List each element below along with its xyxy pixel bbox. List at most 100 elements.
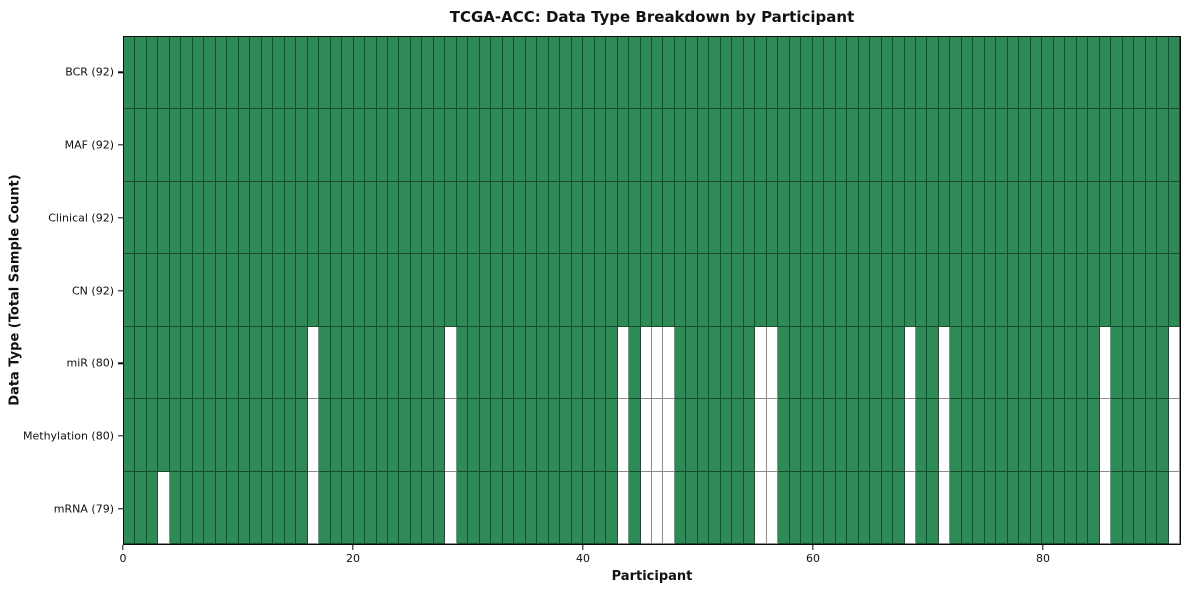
heatmap-cell xyxy=(525,471,538,544)
heatmap-cell xyxy=(1053,181,1066,255)
plot-area: Present Absent xyxy=(123,36,1181,545)
heatmap-cell xyxy=(479,109,492,182)
heatmap-cell xyxy=(835,109,848,182)
heatmap-cell xyxy=(755,254,767,327)
heatmap-cell xyxy=(422,326,434,400)
heatmap-cell xyxy=(445,471,457,544)
heatmap-cell xyxy=(181,471,193,544)
heatmap-cell xyxy=(1053,326,1066,400)
heatmap-cell xyxy=(720,37,733,110)
heatmap-cell xyxy=(893,254,905,327)
heatmap-cell xyxy=(273,181,285,255)
heatmap-cell xyxy=(560,254,572,327)
heatmap-cell xyxy=(732,254,744,327)
heatmap-cell xyxy=(502,471,515,544)
heatmap-cell xyxy=(801,37,813,110)
heatmap-cell xyxy=(1168,109,1180,182)
heatmap-cell xyxy=(743,181,756,255)
heatmap-cell xyxy=(158,37,170,110)
heatmap-cell xyxy=(204,254,216,327)
heatmap-cell xyxy=(1134,471,1146,544)
heatmap-cell xyxy=(824,326,836,400)
heatmap-cell xyxy=(1030,326,1043,400)
heatmap-cell xyxy=(732,181,744,255)
heatmap-cell xyxy=(881,109,894,182)
heatmap-cell xyxy=(743,37,756,110)
heatmap-cell xyxy=(606,326,618,400)
heatmap-cell xyxy=(755,399,767,472)
heatmap-cell xyxy=(456,254,469,327)
heatmap-cell xyxy=(973,109,985,182)
heatmap-cell xyxy=(571,326,584,400)
heatmap-cell xyxy=(1053,399,1066,472)
heatmap-cell xyxy=(399,181,411,255)
heatmap-cell xyxy=(640,399,652,472)
heatmap-cell xyxy=(158,326,170,400)
heatmap-cell xyxy=(835,254,848,327)
heatmap-cell xyxy=(583,399,595,472)
heatmap-cell xyxy=(250,399,262,472)
heatmap-cell xyxy=(778,399,790,472)
heatmap-cell xyxy=(1007,471,1020,544)
x-tick-label: 60 xyxy=(806,552,820,565)
heatmap-cell xyxy=(502,399,515,472)
heatmap-cell xyxy=(629,471,641,544)
heatmap-cell xyxy=(927,326,939,400)
heatmap-cell xyxy=(1145,37,1158,110)
heatmap-cell xyxy=(1134,326,1146,400)
heatmap-cell xyxy=(479,181,492,255)
heatmap-cell xyxy=(1042,109,1054,182)
heatmap-cell xyxy=(491,37,503,110)
heatmap-cell xyxy=(479,254,492,327)
heatmap-cell xyxy=(238,109,251,182)
heatmap-cell xyxy=(250,471,262,544)
heatmap-cell xyxy=(560,471,572,544)
heatmap-cell xyxy=(548,109,561,182)
heatmap-cell xyxy=(296,109,308,182)
heatmap-cell xyxy=(858,109,871,182)
heatmap-cell xyxy=(204,37,216,110)
heatmap-cell xyxy=(709,471,721,544)
heatmap-cell xyxy=(192,471,205,544)
heatmap-cell xyxy=(491,471,503,544)
heatmap-cell xyxy=(433,326,446,400)
heatmap-cell xyxy=(674,181,687,255)
heatmap-cell xyxy=(376,471,388,544)
heatmap-cell xyxy=(410,109,423,182)
heatmap-cell xyxy=(583,326,595,400)
heatmap-cell xyxy=(583,109,595,182)
heatmap-cell xyxy=(124,181,136,255)
heatmap-cell xyxy=(973,254,985,327)
heatmap-cell xyxy=(858,254,871,327)
heatmap-cell xyxy=(422,399,434,472)
heatmap-cell xyxy=(1111,471,1123,544)
heatmap-cell xyxy=(1007,254,1020,327)
heatmap-cell xyxy=(835,471,848,544)
heatmap-cell xyxy=(1088,37,1100,110)
heatmap-cell xyxy=(766,471,779,544)
heatmap-cell xyxy=(1145,254,1158,327)
heatmap-cell xyxy=(537,181,549,255)
heatmap-cell xyxy=(812,37,825,110)
heatmap-cell xyxy=(606,37,618,110)
heatmap-cell xyxy=(835,326,848,400)
heatmap-cell xyxy=(468,37,480,110)
heatmap-cell xyxy=(1065,471,1077,544)
heatmap-cell xyxy=(629,326,641,400)
heatmap-cell xyxy=(870,254,882,327)
heatmap-cell xyxy=(606,399,618,472)
heatmap-cell xyxy=(938,181,951,255)
heatmap-cell xyxy=(537,399,549,472)
heatmap-cell xyxy=(904,109,916,182)
y-tick-label: CN (92) xyxy=(72,284,114,297)
heatmap-cell xyxy=(1088,326,1100,400)
heatmap-cell xyxy=(422,471,434,544)
heatmap-cell xyxy=(342,109,354,182)
heatmap-cell xyxy=(663,37,675,110)
heatmap-cell xyxy=(238,471,251,544)
heatmap-cell xyxy=(399,471,411,544)
heatmap-cell xyxy=(812,181,825,255)
heatmap-cell xyxy=(1007,326,1020,400)
heatmap-cell xyxy=(135,181,147,255)
heatmap-cell xyxy=(571,181,584,255)
